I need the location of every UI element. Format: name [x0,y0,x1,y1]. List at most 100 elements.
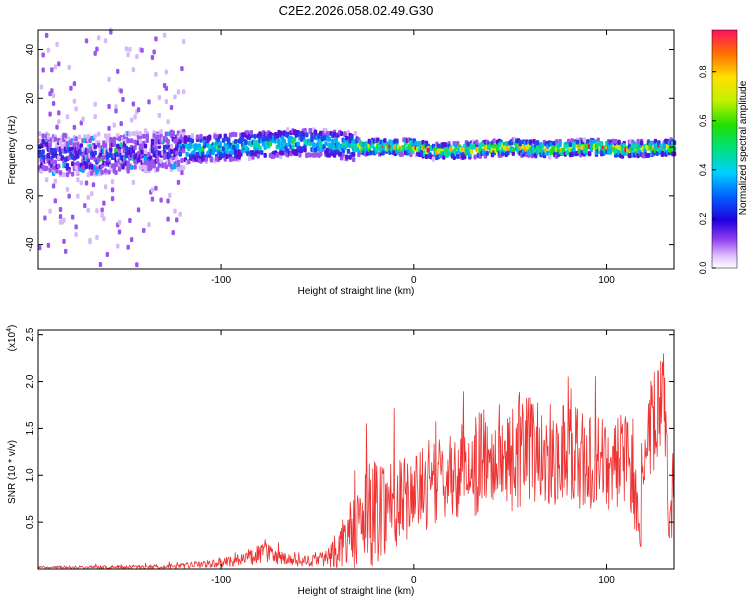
spectrogram-cell [345,135,349,141]
spectrogram-cell [93,133,97,139]
spectrogram-cell [672,151,677,157]
spectrogram-cell [518,139,522,145]
spectrogram-noise-cell [110,187,115,193]
spectrogram-cell [218,140,222,146]
spectrogram-cell [149,164,153,170]
spectrogram-cell [305,132,309,138]
spectrogram-cell [39,168,44,174]
spectrogram-cell [152,133,156,139]
spectrogram-cell [613,138,618,144]
snr-y-label: SNR (10 * v/v) [7,440,18,504]
colorbar-gradient [711,29,738,269]
spectrogram-noise-cell [169,105,174,111]
spectrogram-cell [308,141,312,147]
spectrogram-noise-cell [180,66,184,72]
spectrogram-noise-cell [142,227,146,233]
spectrogram-cell [175,138,179,144]
spectrogram-noise-cell [116,68,120,74]
spectrogram-cell [351,151,356,157]
spectrogram-cell [334,137,339,143]
spectrogram-noise-cell [150,54,155,60]
spectrogram-cell [324,141,328,147]
spectrogram-cell [325,147,330,153]
colorbar-tick-label: 0.0 [698,262,708,275]
spectrogram-noise-cell [60,143,64,149]
spectrogram-noise-cell [128,46,132,52]
spectrogram-cell [234,139,238,145]
spectrogram-cell [308,127,312,133]
spectrogram-cell [431,156,436,162]
spectrogram-cell [112,142,116,148]
spectrogram-noise-cell [74,232,78,238]
spectrogram-noise-cell [96,35,101,41]
spectrogram-cell [213,147,217,153]
spectrogram-cell [277,142,281,148]
spectrogram-cell [77,134,82,140]
spectrogram-noise-cell [103,38,108,44]
spectrogram-y-tick-label: 40 [25,44,36,56]
spectrogram-cell [568,142,573,148]
spectrogram-noise-cell [110,196,115,202]
spectrogram-noise-cell [168,192,172,198]
spectrogram-noise-cell [93,50,97,56]
spectrogram-x-tick-label: 0 [411,275,417,286]
spectrogram-noise-cell [76,193,80,199]
spectrogram-cell [140,145,144,151]
spectrogram-cell [195,134,200,140]
spectrogram-cell [209,157,214,163]
spectrogram-cell [343,131,347,137]
spectrogram-noise-cell [150,196,155,202]
spectrogram-cell [70,171,75,177]
spectrogram-cell [150,159,155,165]
spectrogram-noise-cell [162,32,167,38]
spectrogram-noise-cell [51,93,56,99]
spectrogram-cell [70,161,75,167]
snr-frame [37,329,675,570]
spectrogram-cell [194,145,198,151]
spectrogram-cell [201,151,205,157]
spectrogram-noise-cell [95,234,99,240]
spectrogram-cell [84,163,89,169]
spectrogram-cell [225,149,229,155]
spectrogram-noise-cell [100,207,104,213]
colorbar-tick-label: 0.4 [698,164,708,177]
spectrogram-cell [199,137,203,143]
spectrogram-noise-cell [43,215,47,221]
spectrogram-cell [180,158,184,164]
spectrogram-noise-cell [51,183,56,189]
spectrogram-cell [593,139,597,145]
spectrogram-cell [317,146,321,152]
spectrogram-cell [96,157,101,163]
spectrogram-y-tick-label: 20 [25,92,36,104]
spectrogram-noise-cell [164,99,169,105]
spectrogram-cell [260,150,264,156]
spectrogram-cell [650,140,654,146]
spectrogram-noise-cell [72,81,77,87]
spectrogram-noise-cell [107,76,111,82]
spectrogram-noise-cell [180,170,184,176]
spectrogram-cell [173,163,177,169]
spectrogram-cell [192,149,196,155]
spectrogram-cell [350,135,354,141]
spectrogram-noise-cell [91,182,96,188]
spectrogram-noise-cell [173,208,177,214]
spectrogram-noise-cell [114,170,118,176]
snr-scale-note: (x104) [6,325,18,352]
spectrogram-noise-cell [109,29,113,35]
spectrogram-cell [76,141,80,147]
snr-background [38,330,674,569]
spectrogram-cell [414,140,418,146]
spectrogram-cell [492,138,496,144]
spectrogram-cell [449,147,453,153]
spectrogram-cell [506,150,510,156]
spectrogram-noise-cell [95,208,99,214]
spectrogram-cell [103,142,108,148]
spectrogram-noise-cell [84,180,89,186]
spectrogram-noise-cell [110,179,115,185]
spectrogram-noise-cell [57,119,61,125]
spectrogram-cell [547,154,552,160]
spectrogram-cell [280,150,285,156]
snr-x-tick-label: 100 [598,575,615,586]
spectrogram-noise-cell [55,41,59,47]
